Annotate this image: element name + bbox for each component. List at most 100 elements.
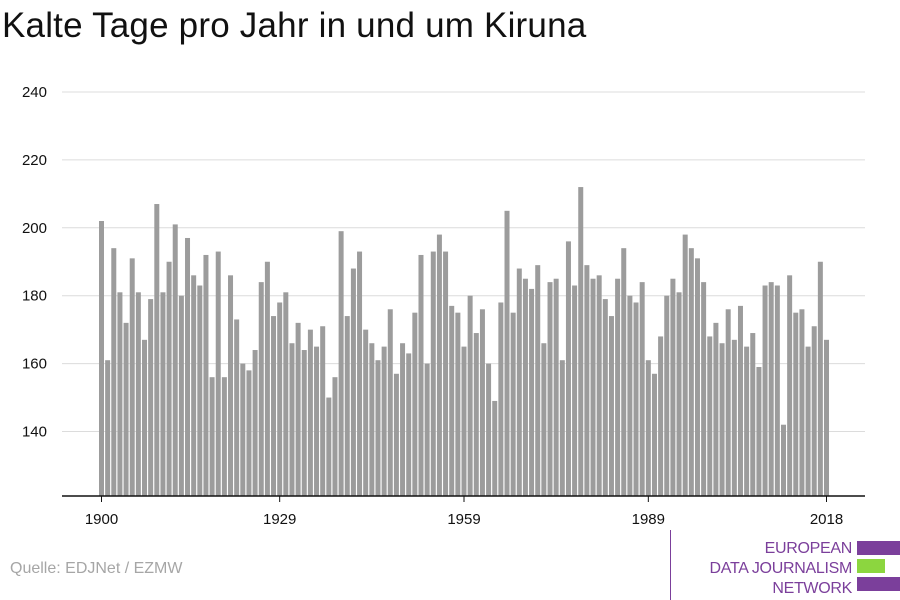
bar — [787, 275, 793, 496]
bar — [455, 312, 461, 496]
bar — [805, 346, 811, 496]
y-tick-label: 140 — [22, 423, 47, 440]
bar — [486, 363, 492, 496]
y-tick-label: 160 — [22, 356, 47, 373]
logo-line-3: NETWORK — [772, 580, 852, 597]
bar — [350, 268, 356, 496]
bar — [295, 322, 301, 496]
x-tick-label: 1900 — [85, 511, 118, 528]
bar — [99, 221, 104, 496]
bar — [148, 299, 154, 496]
bar — [627, 295, 633, 496]
bar — [363, 329, 369, 496]
logo-line-2: DATA JOURNALISM — [709, 560, 853, 577]
bar — [135, 292, 141, 496]
bar — [774, 285, 780, 496]
bar — [381, 346, 387, 496]
bar — [418, 254, 424, 496]
bar — [651, 373, 657, 496]
logo-bar-green — [857, 559, 885, 573]
bar — [443, 251, 449, 496]
bar — [277, 302, 283, 496]
bar — [264, 261, 270, 496]
bar — [737, 305, 743, 496]
bar — [590, 278, 596, 496]
bar — [498, 302, 504, 496]
bar — [824, 339, 829, 496]
bar — [645, 360, 651, 496]
bar — [160, 292, 166, 496]
bar — [547, 282, 553, 496]
bar — [553, 278, 559, 496]
bar — [178, 295, 184, 496]
bar — [664, 295, 670, 496]
edjnet-logo: EUROPEAN DATA JOURNALISM NETWORK — [670, 530, 900, 600]
bar — [357, 251, 363, 496]
bar — [111, 248, 117, 496]
bar — [375, 360, 381, 496]
bar — [246, 370, 252, 496]
bar — [584, 265, 590, 496]
bar — [688, 248, 694, 496]
bar — [817, 261, 823, 496]
bar — [565, 241, 571, 496]
bar — [209, 377, 215, 496]
bar — [504, 210, 510, 496]
bar — [682, 234, 688, 496]
bar — [123, 322, 129, 496]
chart-title: Kalte Tage pro Jahr in und um Kiruna — [2, 6, 587, 45]
bar — [793, 312, 799, 496]
bar — [768, 282, 774, 496]
bar — [172, 224, 178, 496]
bar — [535, 265, 541, 496]
bar — [283, 292, 289, 496]
bar — [639, 282, 645, 496]
bar — [240, 363, 246, 496]
x-tick-label: 1989 — [632, 511, 665, 528]
bar — [596, 275, 602, 496]
y-tick-label: 220 — [22, 152, 47, 169]
y-tick-label: 200 — [22, 220, 47, 237]
bar — [473, 333, 479, 496]
bars — [99, 187, 829, 497]
bar — [731, 339, 737, 496]
bar — [234, 319, 240, 496]
bar — [436, 234, 442, 496]
bar — [221, 377, 227, 496]
bar — [406, 353, 412, 496]
bar — [320, 326, 326, 496]
bar — [185, 237, 191, 497]
bar — [129, 258, 135, 496]
bar — [215, 251, 221, 496]
bar — [228, 275, 234, 496]
bar — [602, 299, 608, 496]
bar — [559, 360, 565, 496]
bar — [762, 285, 768, 496]
bar — [516, 268, 522, 496]
bar — [719, 343, 725, 496]
bar — [670, 278, 676, 496]
bar — [258, 282, 264, 496]
bar — [621, 248, 627, 496]
bar — [338, 231, 344, 496]
bar — [467, 295, 473, 496]
bar — [307, 329, 313, 496]
bar — [510, 312, 516, 496]
bar — [344, 316, 350, 496]
bar — [301, 350, 307, 496]
bar — [430, 251, 436, 496]
bar — [780, 424, 786, 496]
logo-line-1: EUROPEAN — [764, 540, 853, 557]
bar — [326, 397, 332, 496]
x-tick-label: 2018 — [810, 511, 843, 528]
bar — [578, 187, 584, 496]
bar — [203, 254, 209, 496]
bar — [461, 346, 467, 496]
bar — [608, 316, 614, 496]
bar — [142, 339, 148, 496]
bar — [707, 336, 713, 496]
bar — [369, 343, 375, 496]
bar — [492, 400, 498, 496]
bar — [400, 343, 406, 496]
x-tick-label: 1929 — [263, 511, 296, 528]
